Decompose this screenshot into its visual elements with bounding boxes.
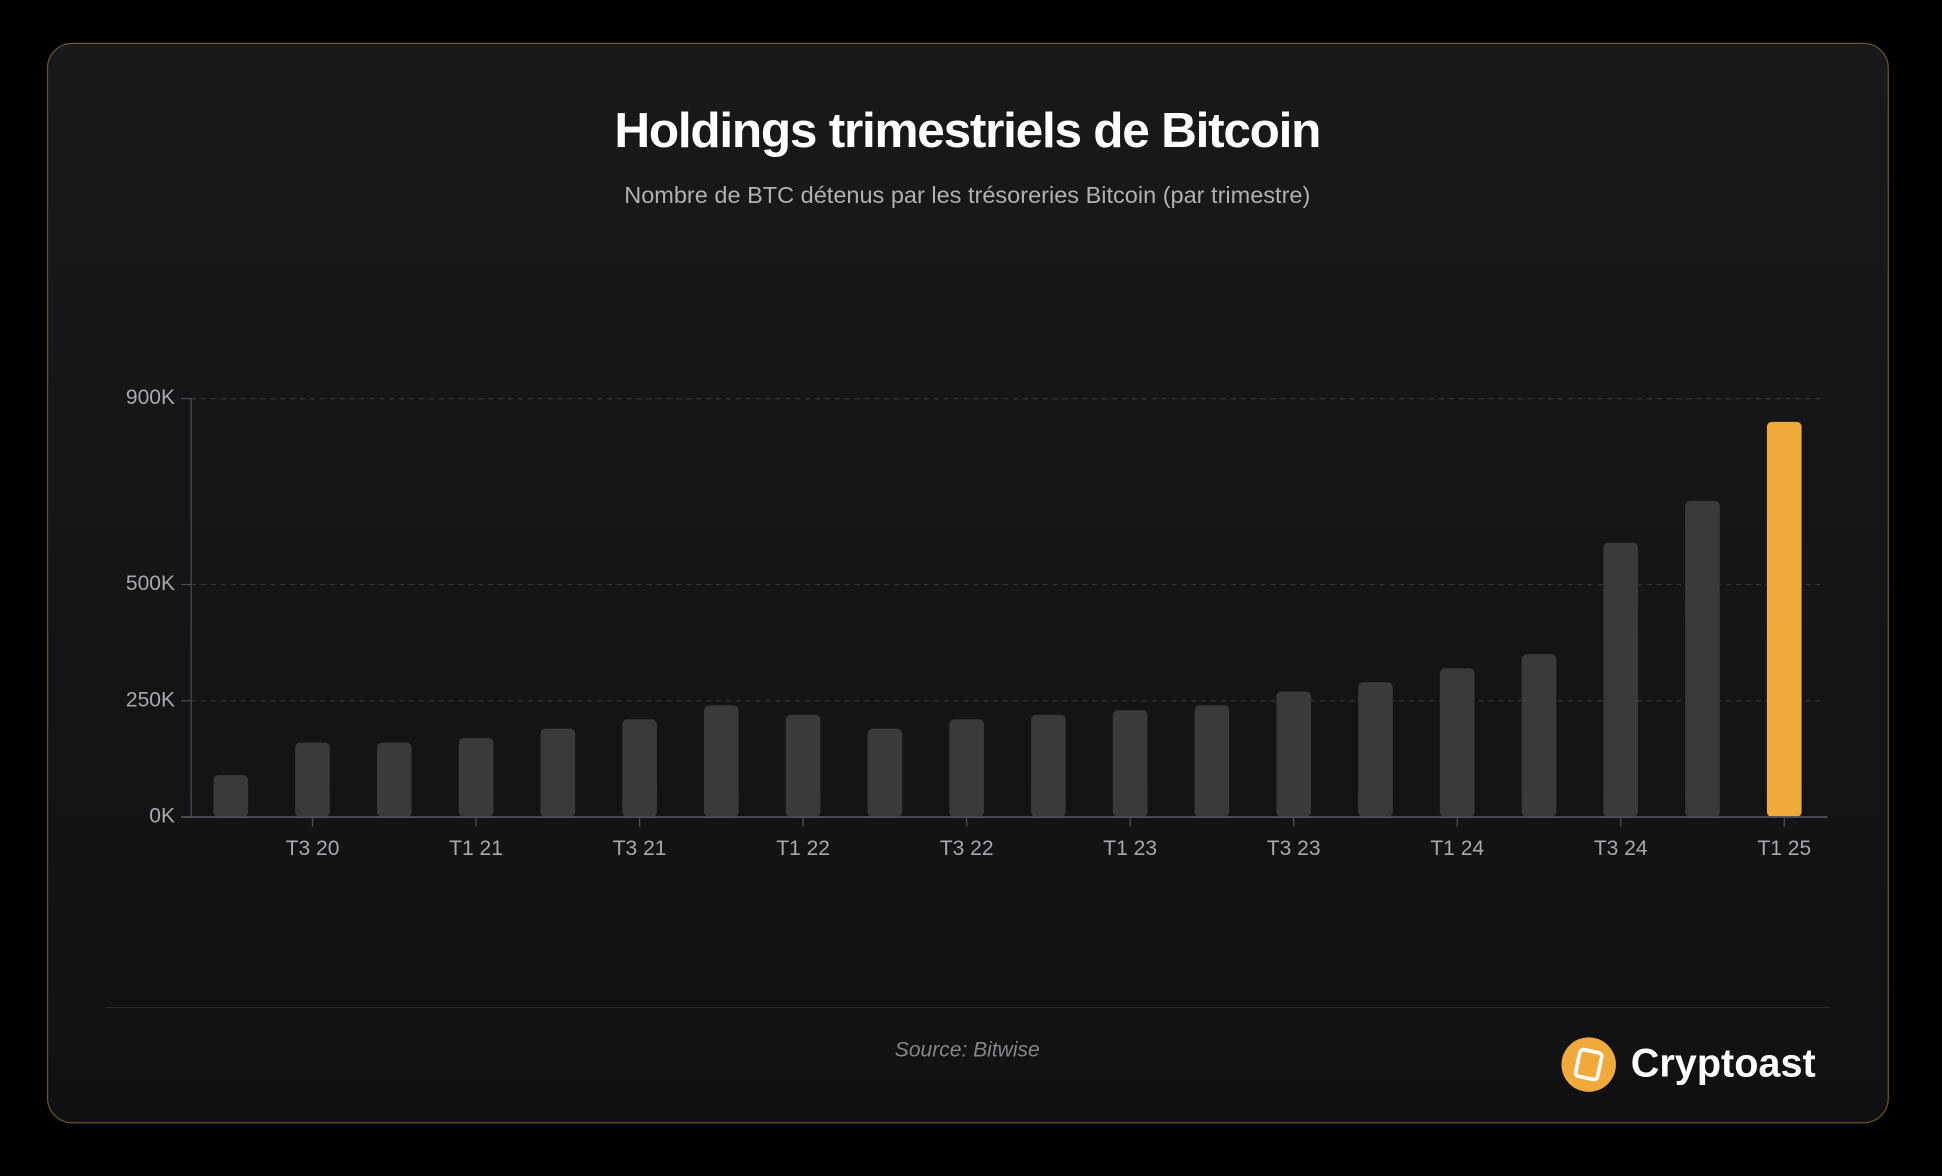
x-tick-label: T1 21 <box>449 837 503 860</box>
bar <box>1685 500 1720 818</box>
source: Source: Bitwise <box>895 1039 1040 1062</box>
bar <box>949 719 984 818</box>
bar <box>622 719 657 818</box>
x-tick-label: T1 22 <box>776 837 830 860</box>
bar <box>1112 710 1148 818</box>
y-tick-label: 0K <box>149 805 175 828</box>
bar <box>213 775 249 818</box>
chart-title: Holdings trimestriels de Bitcoin <box>614 103 1320 158</box>
y-tick-label: 900K <box>126 386 175 409</box>
bar <box>1521 654 1557 818</box>
bar <box>1439 668 1475 818</box>
x-tick-label: T3 24 <box>1594 837 1648 860</box>
x-tick-label: T1 24 <box>1430 837 1484 860</box>
y-tick-label: 500K <box>126 572 175 595</box>
bar <box>1031 714 1066 818</box>
bar <box>1766 421 1802 818</box>
brand: Cryptoast <box>1631 1041 1816 1085</box>
x-tick-label: T3 21 <box>613 837 667 860</box>
bar <box>1194 705 1230 818</box>
x-tick-label: T3 23 <box>1267 837 1321 860</box>
bar <box>867 728 903 818</box>
bar <box>1276 691 1312 818</box>
bar <box>1603 542 1639 818</box>
x-tick-label: T3 20 <box>286 837 340 860</box>
bar <box>540 728 576 818</box>
x-tick-label: T1 25 <box>1757 837 1811 860</box>
bar <box>376 742 412 818</box>
bar <box>458 737 494 818</box>
y-tick-label: 250K <box>126 688 175 711</box>
bar <box>295 742 330 818</box>
bar <box>704 705 739 818</box>
bar <box>785 714 821 818</box>
logo-glyph <box>1573 1047 1604 1082</box>
x-tick-label: T1 23 <box>1103 837 1157 860</box>
chart-subtitle: Nombre de BTC détenus par les trésorerie… <box>624 182 1310 208</box>
card <box>46 42 1889 1124</box>
bar <box>1358 682 1393 818</box>
logo-icon <box>1561 1037 1616 1092</box>
x-tick-label: T3 22 <box>940 837 994 860</box>
